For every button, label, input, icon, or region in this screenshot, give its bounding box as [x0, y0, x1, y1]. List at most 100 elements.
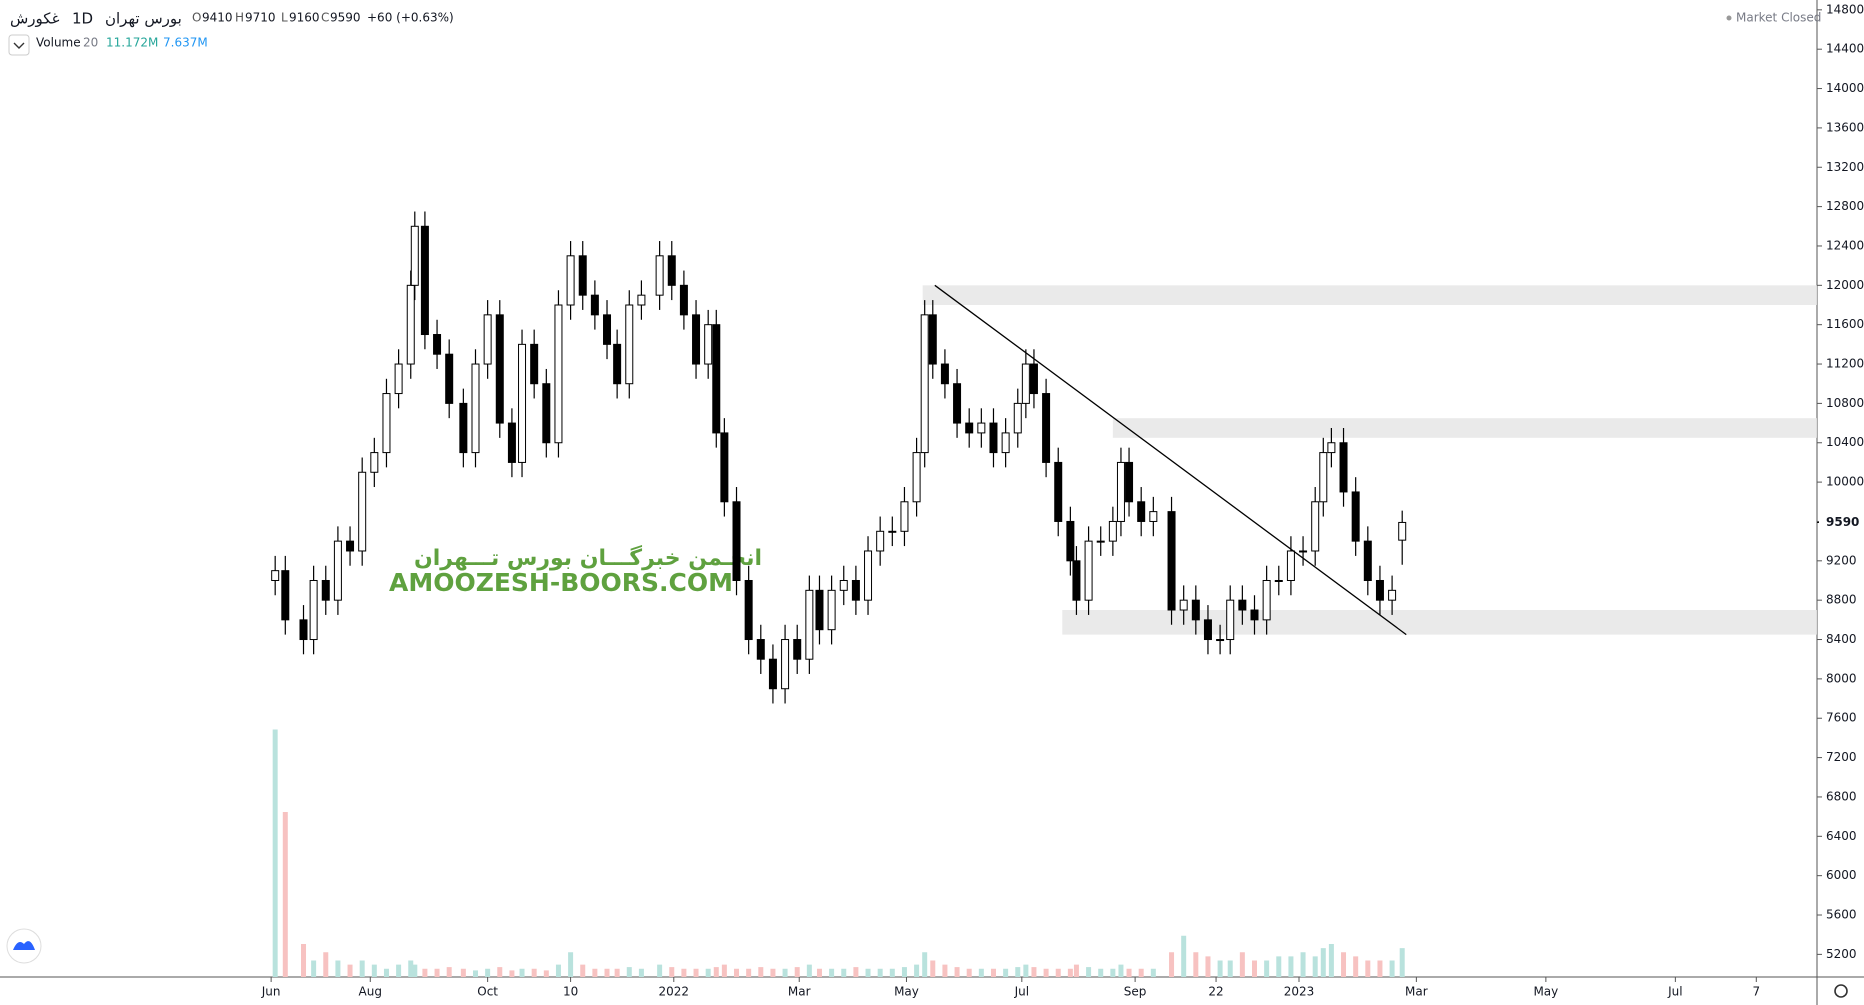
candle-body	[1311, 501, 1320, 552]
volume-bar	[806, 964, 812, 977]
y-tick-label: 7600	[1826, 711, 1857, 725]
volume-bar	[713, 967, 719, 977]
volume-bar	[1118, 964, 1124, 977]
candle-body	[692, 314, 701, 365]
candle-body	[625, 304, 634, 385]
candle-body	[815, 589, 824, 631]
volume-bar	[1365, 960, 1371, 977]
volume-bar	[543, 970, 549, 977]
candle-body	[1299, 550, 1308, 553]
candle-body	[805, 589, 814, 660]
candle-body	[1238, 599, 1247, 611]
candle-body	[566, 255, 575, 306]
ohlc-value: 9160	[289, 11, 320, 25]
ohlc-label: L	[281, 11, 288, 25]
volume-bar	[1150, 968, 1156, 977]
volume-bar	[721, 964, 727, 977]
candle-body	[370, 452, 379, 473]
volume-bar	[531, 968, 537, 977]
x-tick-label: 2023	[1284, 985, 1315, 999]
candle-body	[1096, 540, 1105, 543]
volume-bar	[1353, 956, 1359, 977]
volume-bar	[1205, 956, 1211, 977]
volume-bar	[966, 968, 972, 977]
logo-icon	[13, 941, 35, 950]
price-change: +60 (+0.63%)	[367, 11, 454, 25]
candle-body	[704, 324, 713, 365]
y-tick-label: 11200	[1826, 357, 1864, 371]
y-tick-label: 8800	[1826, 593, 1857, 607]
y-tick-label: 12800	[1826, 199, 1864, 213]
x-tick-label: Sep	[1124, 985, 1147, 999]
y-tick-label: 10400	[1826, 435, 1864, 449]
volume-bar	[669, 967, 675, 977]
volume-bar	[657, 964, 663, 977]
candle-body	[864, 550, 873, 601]
candle-body	[1216, 639, 1225, 642]
volume-length: 20	[83, 36, 98, 50]
candle-body	[1084, 540, 1093, 601]
volume-ma-value: 7.637M	[163, 36, 208, 50]
ohlc-label: H	[235, 11, 244, 25]
volume-bar	[746, 968, 752, 977]
volume-bar	[272, 729, 278, 977]
candle-body	[876, 530, 885, 552]
candle-body	[1108, 520, 1117, 542]
y-tick-label: 12400	[1826, 238, 1864, 252]
candle-body	[1066, 520, 1075, 562]
volume-bar	[282, 812, 288, 977]
candle-body	[1388, 589, 1397, 601]
x-tick-label: 22	[1208, 985, 1223, 999]
volume-bar	[1086, 967, 1092, 977]
candle-body	[667, 255, 676, 286]
candle-body	[1137, 501, 1146, 522]
volume-bar	[1043, 968, 1049, 977]
candle-body	[720, 432, 729, 503]
candle-body	[518, 343, 527, 463]
ohlc-value: 9590	[330, 11, 361, 25]
y-tick-label: 7200	[1826, 750, 1857, 764]
candle-body	[578, 255, 587, 296]
candle-body	[1319, 452, 1328, 503]
candle-body	[1054, 461, 1063, 522]
status-dot	[1726, 15, 1732, 21]
candle-body	[1327, 442, 1336, 454]
volume-bar	[1288, 956, 1294, 977]
exchange: بورس تهران	[105, 10, 182, 28]
volume-bar	[1251, 960, 1257, 977]
ohlc-label: C	[321, 11, 329, 25]
volume-bar	[1003, 968, 1009, 977]
volume-bar	[1073, 964, 1079, 977]
volume-bar	[1328, 944, 1334, 977]
volume-bar	[580, 964, 586, 977]
y-tick-label: 13200	[1826, 160, 1864, 174]
y-tick-label: 11600	[1826, 317, 1864, 331]
volume-bar	[1399, 948, 1405, 977]
volume-bar	[446, 967, 452, 977]
volume-bar	[359, 960, 365, 977]
settings-button[interactable]	[1834, 984, 1848, 998]
volume-bar	[1023, 964, 1029, 977]
volume-bar	[412, 964, 418, 977]
y-tick-label: 8000	[1826, 671, 1857, 685]
market-status: Market Closed	[1736, 11, 1821, 25]
candle-body	[977, 422, 986, 434]
candle-body	[1021, 363, 1030, 404]
volume-bar	[626, 967, 632, 977]
volume-bar	[877, 968, 883, 977]
volume-bar	[734, 968, 740, 977]
candle-body	[1191, 599, 1200, 621]
x-tick-label: Jul	[1014, 985, 1029, 999]
volume-bar	[1110, 968, 1116, 977]
volume-bar	[865, 968, 871, 977]
volume-bar	[1169, 952, 1175, 977]
x-tick-label: 7	[1752, 985, 1760, 999]
candle-body	[827, 589, 836, 631]
candle-body	[1125, 461, 1134, 503]
candle-body	[507, 422, 516, 463]
x-tick-label: May	[894, 985, 919, 999]
volume-bar	[922, 952, 928, 977]
collapse-button[interactable]	[8, 34, 30, 56]
volume-bar	[978, 968, 984, 977]
candle-body	[394, 363, 403, 395]
